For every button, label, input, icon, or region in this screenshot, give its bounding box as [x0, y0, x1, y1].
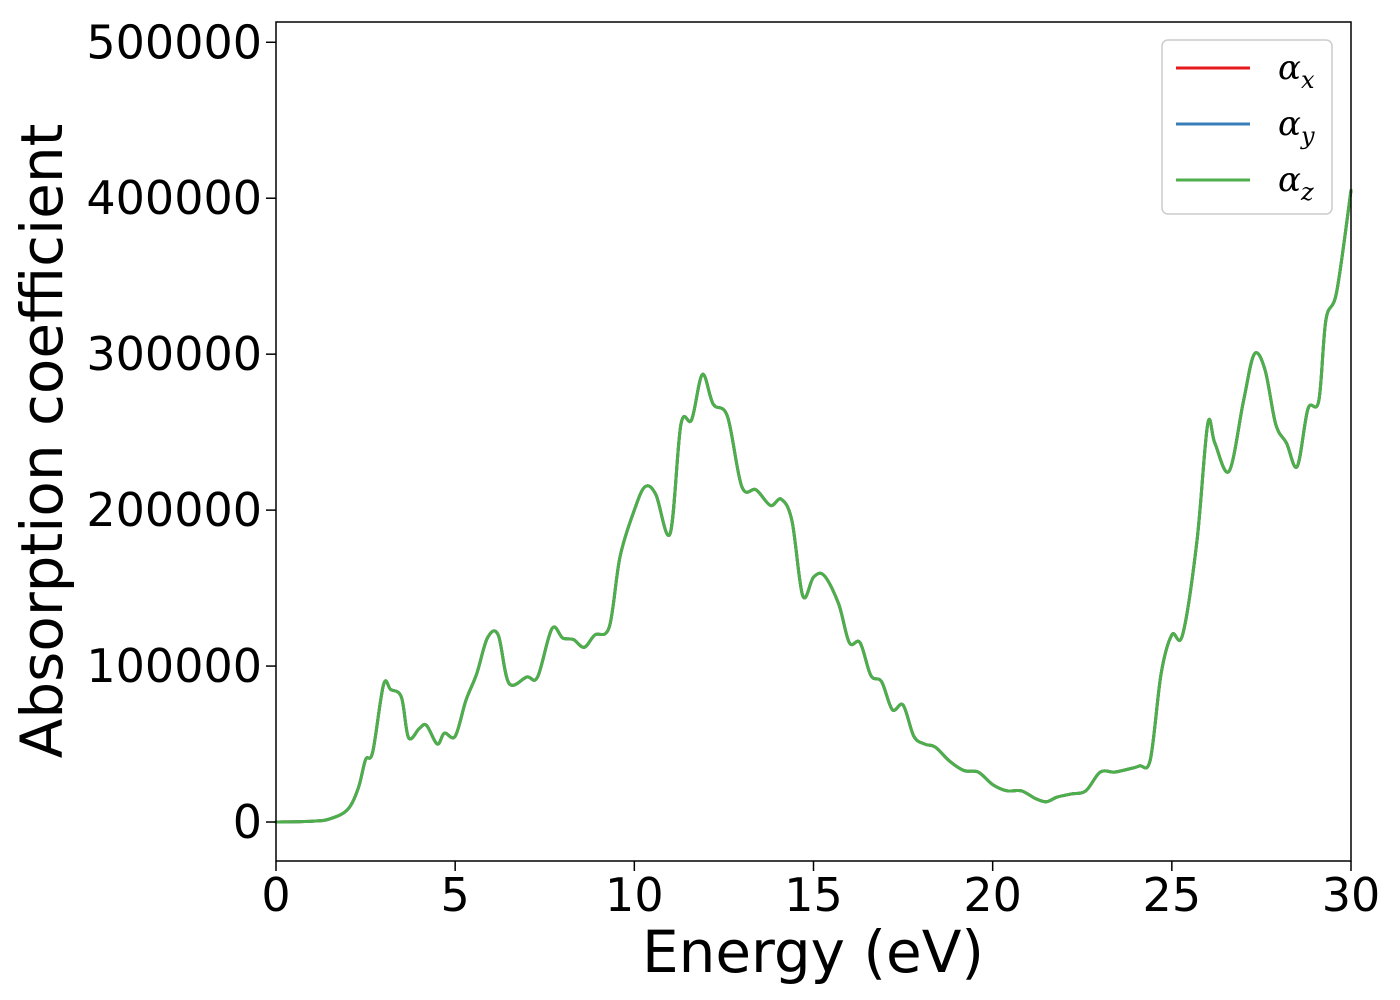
x-tick-label: 5: [441, 868, 470, 922]
x-tick-label: 15: [784, 868, 843, 922]
y-tick-label: 100000: [86, 639, 262, 693]
x-tick-label: 0: [261, 868, 290, 922]
x-tick-label: 10: [605, 868, 664, 922]
x-tick-label: 30: [1322, 868, 1381, 922]
y-axis-label: Absorption coefficient: [8, 124, 76, 759]
legend-label-3: αz: [1278, 160, 1314, 206]
series-line-1: [274, 188, 1353, 824]
series-line-2: [274, 188, 1353, 824]
y-tick-label: 0: [233, 795, 262, 849]
y-axis-ticks: 0 100000 200000 300000 400000 500000: [86, 15, 276, 849]
x-tick-label: 20: [963, 868, 1022, 922]
legend-box: [1161, 39, 1333, 215]
y-tick-label: 200000: [86, 483, 262, 537]
series-line-3: [274, 188, 1353, 824]
x-axis-ticks: 0 5 10 15 20 25 30: [261, 861, 1380, 922]
y-tick-label: 500000: [86, 15, 262, 69]
y-tick-label: 300000: [86, 327, 262, 381]
x-axis-label: Energy (eV): [642, 918, 984, 986]
x-tick-label: 25: [1143, 868, 1202, 922]
y-tick-label: 400000: [86, 171, 262, 225]
plot-lines: [274, 188, 1353, 824]
